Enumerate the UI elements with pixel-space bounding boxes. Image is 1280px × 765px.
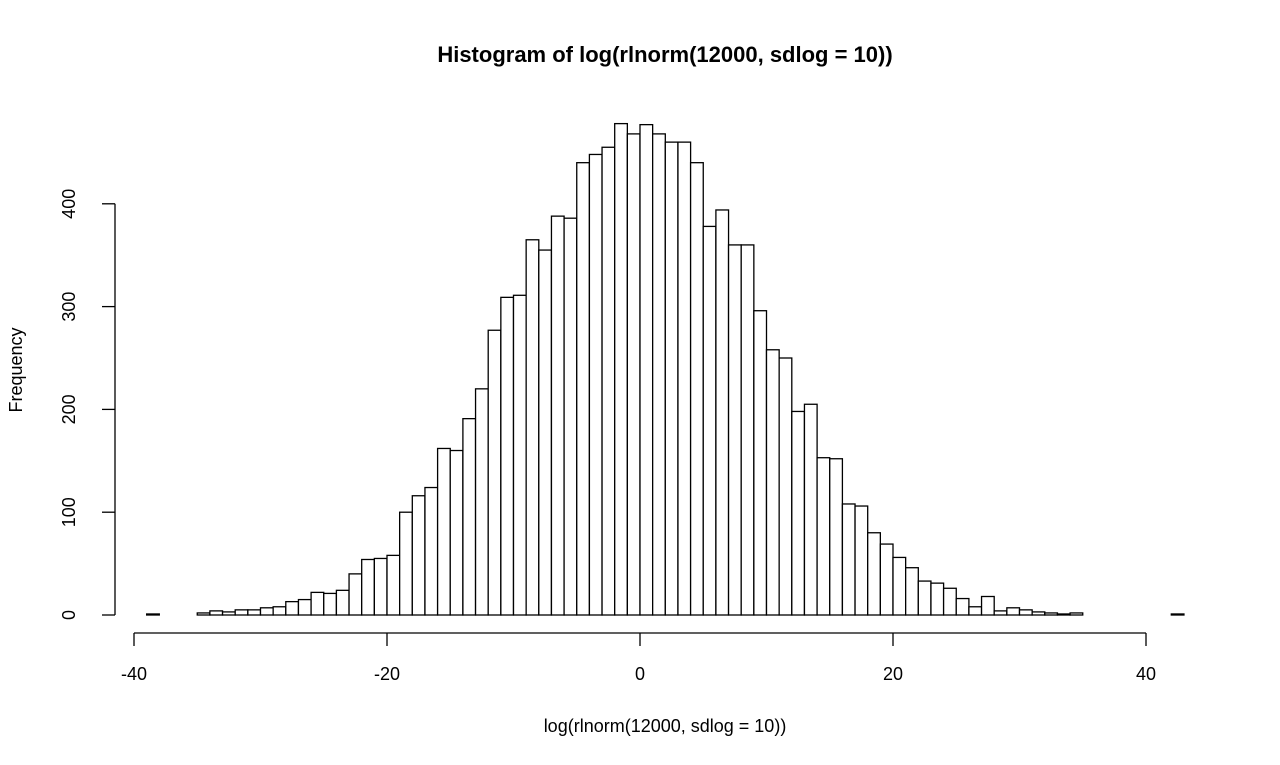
histogram-bar (285, 600, 300, 616)
histogram-bar (1018, 609, 1033, 616)
histogram-bar (474, 388, 489, 616)
y-axis-label: Frequency (6, 327, 26, 412)
x-tick-label: 0 (635, 664, 645, 684)
histogram-bar (968, 606, 983, 616)
histogram-bar (373, 557, 388, 616)
histogram-bar (512, 294, 527, 616)
histogram-bar (765, 349, 780, 616)
histogram-bar (993, 610, 1008, 616)
histogram-bar (639, 123, 654, 616)
histogram-bar (411, 495, 426, 616)
histogram-bar (942, 587, 957, 616)
histogram-bar (500, 296, 515, 616)
y-tick-label: 400 (59, 189, 79, 219)
histogram-bar (550, 215, 565, 616)
histogram-bar (652, 133, 666, 616)
histogram-bar (361, 558, 376, 616)
histogram-bar (905, 567, 919, 616)
y-tick-label: 100 (59, 497, 79, 527)
histogram-bar (209, 610, 224, 616)
histogram-bar (917, 580, 932, 616)
histogram-bar (462, 418, 477, 616)
histogram-bar (310, 591, 325, 616)
histogram-bar (259, 607, 274, 616)
histogram-bar (803, 403, 818, 616)
histogram-bar (335, 589, 350, 616)
histogram-bar (626, 133, 641, 616)
y-axis: 0 100 200 300 400 (59, 189, 116, 620)
chart-title: Histogram of log(rlnorm(12000, sdlog = 1… (437, 42, 892, 67)
histogram-bar (247, 609, 262, 616)
x-tick-label: -40 (121, 664, 147, 684)
histogram-bar (689, 162, 704, 616)
y-tick-label: 200 (59, 394, 79, 424)
bars-group (145, 122, 1185, 616)
histogram-bar (1031, 611, 1046, 616)
histogram-bar (727, 244, 742, 616)
histogram-bar (563, 217, 578, 616)
histogram-bar (715, 209, 730, 616)
histogram-bar (980, 595, 995, 616)
histogram-bar (930, 582, 945, 616)
histogram-bar (614, 122, 629, 616)
histogram-bar (841, 503, 856, 616)
histogram-bar (601, 146, 616, 616)
histogram-bar (892, 556, 907, 616)
histogram-bar (854, 505, 869, 616)
histogram-bar (816, 457, 831, 616)
histogram-bar (576, 162, 591, 616)
histogram-bar (398, 511, 413, 616)
histogram-bar (1069, 612, 1084, 616)
x-tick-label: 20 (883, 664, 903, 684)
histogram-bar (348, 573, 363, 616)
y-tick-label: 0 (59, 610, 79, 620)
histogram-bar (538, 249, 553, 616)
histogram-bar (1006, 607, 1021, 616)
histogram-bar (1056, 613, 1071, 616)
histogram-bar (879, 543, 894, 616)
x-axis-label: log(rlnorm(12000, sdlog = 10)) (544, 716, 787, 736)
histogram-bar (955, 597, 970, 616)
histogram-bar (867, 532, 882, 616)
x-tick-label: 40 (1136, 664, 1156, 684)
histogram-bar (436, 447, 451, 616)
histogram-bar (1044, 612, 1059, 616)
histogram-bar (297, 598, 312, 616)
histogram-bar (740, 244, 755, 616)
histogram-bar (588, 153, 603, 616)
histogram-bar (525, 239, 540, 616)
histogram-bar (234, 609, 249, 616)
histogram-bar (449, 449, 464, 616)
x-tick-label: -20 (374, 664, 400, 684)
histogram-bar (778, 357, 793, 616)
histogram-bar (791, 410, 806, 616)
x-axis: -40 -20 0 20 40 (121, 632, 1156, 684)
y-tick-label: 300 (59, 292, 79, 322)
histogram-bar (753, 310, 768, 616)
histogram-bar (272, 606, 287, 616)
histogram-bar (1170, 613, 1185, 616)
histogram-bar (323, 592, 338, 616)
histogram-bar (664, 141, 679, 616)
histogram-bar (221, 611, 236, 616)
histogram-bar (386, 554, 401, 616)
histogram-bar (424, 486, 439, 616)
histogram-bar (196, 612, 211, 616)
histogram-bar (677, 141, 692, 616)
histogram-bar (145, 613, 160, 616)
histogram-bar (829, 458, 844, 616)
histogram-bar (487, 329, 502, 616)
histogram-bar (702, 225, 717, 616)
